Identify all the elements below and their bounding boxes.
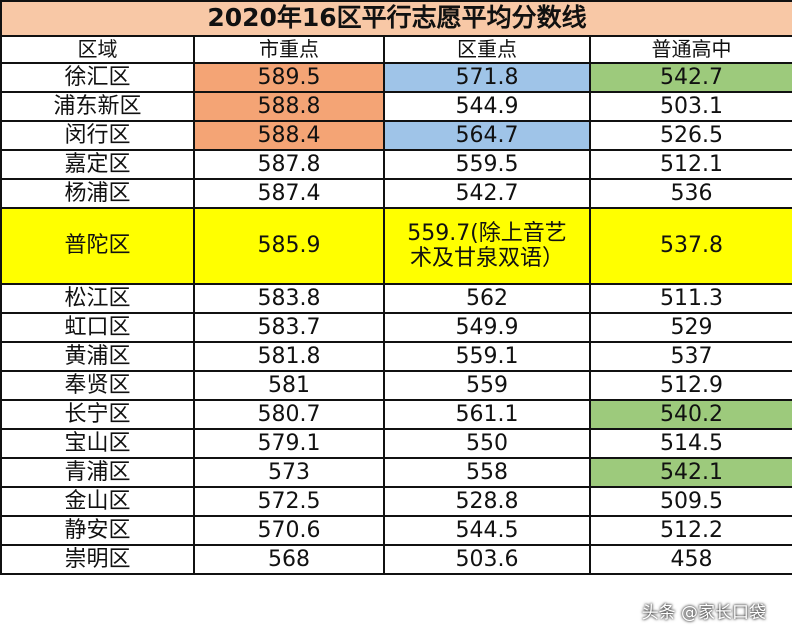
cell-general: 512.1 — [589, 149, 792, 180]
cell-city-key: 583.8 — [193, 283, 385, 314]
table-row: 徐汇区 589.5 571.8 542.7 — [0, 62, 792, 93]
header-city-key: 市重点 — [193, 35, 385, 64]
cell-city-key: 588.4 — [193, 120, 385, 151]
cell-district: 普陀区 — [0, 207, 195, 285]
cell-district-key: 561.1 — [383, 399, 591, 430]
cell-district: 宝山区 — [0, 428, 195, 459]
table-row: 虹口区 583.7 549.9 529 — [0, 312, 792, 343]
cell-general: 536 — [589, 178, 792, 209]
cell-city-key: 570.6 — [193, 515, 385, 546]
cell-city-key: 589.5 — [193, 62, 385, 93]
cell-city-key: 572.5 — [193, 486, 385, 517]
table-row: 静安区 570.6 544.5 512.2 — [0, 515, 792, 546]
title-row: 2020年16区平行志愿平均分数线 — [0, 0, 792, 37]
cell-city-key: 573 — [193, 457, 385, 488]
cell-general: 542.7 — [589, 62, 792, 93]
cell-district: 虹口区 — [0, 312, 195, 343]
cell-city-key: 585.9 — [193, 207, 385, 285]
table-row: 嘉定区 587.8 559.5 512.1 — [0, 149, 792, 180]
cell-district-key: 559.1 — [383, 341, 591, 372]
cell-district-key: 562 — [383, 283, 591, 314]
table-row: 松江区 583.8 562 511.3 — [0, 283, 792, 314]
table-row: 宝山区 579.1 550 514.5 — [0, 428, 792, 459]
cell-city-key: 579.1 — [193, 428, 385, 459]
cell-district-key: 558 — [383, 457, 591, 488]
cell-district-key: 542.7 — [383, 178, 591, 209]
header-row: 区域 市重点 区重点 普通高中 — [0, 35, 792, 64]
table-row: 奉贤区 581 559 512.9 — [0, 370, 792, 401]
cell-district-key: 559.5 — [383, 149, 591, 180]
cell-district-key: 503.6 — [383, 544, 591, 575]
cell-district-key: 528.8 — [383, 486, 591, 517]
cell-general: 514.5 — [589, 428, 792, 459]
cell-district: 松江区 — [0, 283, 195, 314]
table-row: 杨浦区 587.4 542.7 536 — [0, 178, 792, 209]
header-district-key: 区重点 — [383, 35, 591, 64]
cell-general: 512.2 — [589, 515, 792, 546]
cell-general: 537 — [589, 341, 792, 372]
cell-city-key: 587.8 — [193, 149, 385, 180]
cell-city-key: 580.7 — [193, 399, 385, 430]
cell-city-key: 588.8 — [193, 91, 385, 122]
cell-general: 529 — [589, 312, 792, 343]
cell-district-key: 559.7(除上音艺术及甘泉双语） — [383, 207, 591, 285]
table-row: 崇明区 568 503.6 458 — [0, 544, 792, 575]
cell-district: 奉贤区 — [0, 370, 195, 401]
cell-district-key: 571.8 — [383, 62, 591, 93]
cell-district: 黄浦区 — [0, 341, 195, 372]
cell-city-key: 581 — [193, 370, 385, 401]
table-row: 长宁区 580.7 561.1 540.2 — [0, 399, 792, 430]
cell-city-key: 583.7 — [193, 312, 385, 343]
cell-general: 458 — [589, 544, 792, 575]
table-row: 普陀区 585.9 559.7(除上音艺术及甘泉双语） 537.8 — [0, 207, 792, 285]
score-table: 2020年16区平行志愿平均分数线 区域 市重点 区重点 普通高中 徐汇区 589… — [0, 0, 792, 575]
table-row: 青浦区 573 558 542.1 — [0, 457, 792, 488]
cell-district-key: 559 — [383, 370, 591, 401]
cell-city-key: 587.4 — [193, 178, 385, 209]
table-row: 黄浦区 581.8 559.1 537 — [0, 341, 792, 372]
cell-district-key: 544.9 — [383, 91, 591, 122]
cell-district: 闵行区 — [0, 120, 195, 151]
table-row: 闵行区 588.4 564.7 526.5 — [0, 120, 792, 151]
cell-district: 金山区 — [0, 486, 195, 517]
table-title: 2020年16区平行志愿平均分数线 — [0, 0, 792, 37]
table-row: 浦东新区 588.8 544.9 503.1 — [0, 91, 792, 122]
header-district: 区域 — [0, 35, 195, 64]
cell-general: 526.5 — [589, 120, 792, 151]
cell-district-key: 544.5 — [383, 515, 591, 546]
cell-general: 542.1 — [589, 457, 792, 488]
cell-general: 511.3 — [589, 283, 792, 314]
cell-city-key: 568 — [193, 544, 385, 575]
cell-general: 512.9 — [589, 370, 792, 401]
cell-district: 静安区 — [0, 515, 195, 546]
cell-district: 杨浦区 — [0, 178, 195, 209]
cell-district: 徐汇区 — [0, 62, 195, 93]
cell-district: 嘉定区 — [0, 149, 195, 180]
table-row: 金山区 572.5 528.8 509.5 — [0, 486, 792, 517]
cell-general: 509.5 — [589, 486, 792, 517]
cell-district: 浦东新区 — [0, 91, 195, 122]
cell-city-key: 581.8 — [193, 341, 385, 372]
cell-district-key: 550 — [383, 428, 591, 459]
cell-general: 540.2 — [589, 399, 792, 430]
watermark: 头条 @家长口袋 — [641, 603, 766, 623]
cell-district: 崇明区 — [0, 544, 195, 575]
cell-district-key: 564.7 — [383, 120, 591, 151]
cell-general: 503.1 — [589, 91, 792, 122]
cell-district-key: 549.9 — [383, 312, 591, 343]
cell-district: 长宁区 — [0, 399, 195, 430]
cell-district: 青浦区 — [0, 457, 195, 488]
cell-general: 537.8 — [589, 207, 792, 285]
header-general: 普通高中 — [589, 35, 792, 64]
